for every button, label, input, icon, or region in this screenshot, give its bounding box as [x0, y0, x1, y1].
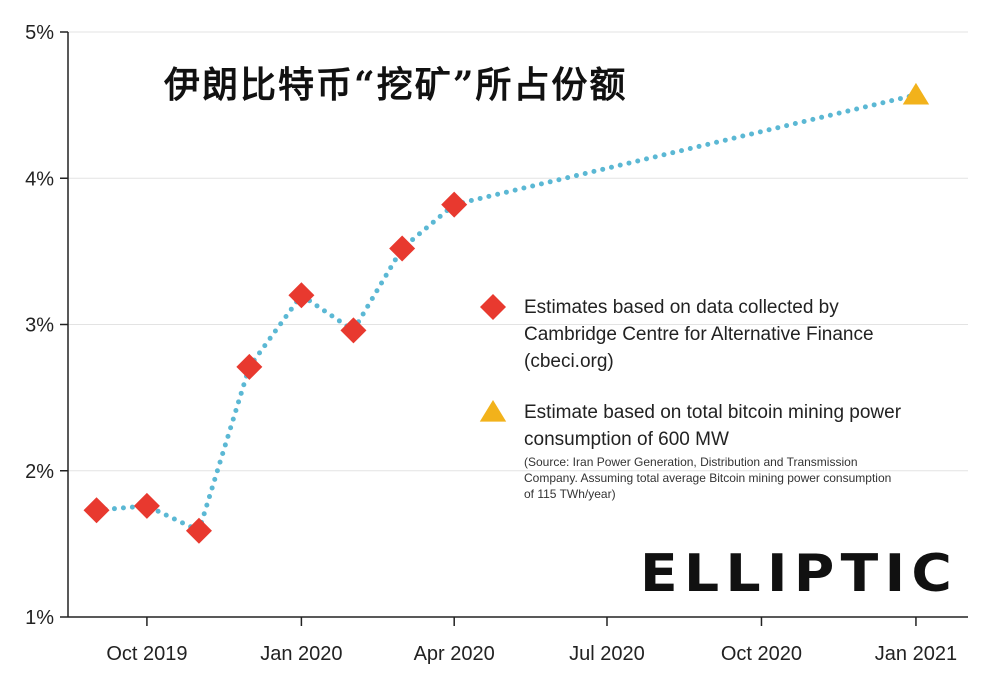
elliptic-logo: ELLIPTIC [640, 544, 959, 604]
x-tick-label: Jan 2020 [260, 643, 342, 665]
x-tick-label: Oct 2020 [721, 643, 802, 665]
x-tick-label: Jan 2021 [875, 643, 957, 665]
legend-note: of 115 TWh/year) [524, 487, 616, 501]
data-point-diamond [340, 317, 367, 344]
legend-text: Estimates based on data collected by [524, 297, 839, 318]
legend-note: (Source: Iran Power Generation, Distribu… [524, 455, 858, 469]
legend-text: Estimate based on total bitcoin mining p… [524, 402, 902, 423]
legend-text: consumption of 600 MW [524, 429, 729, 450]
legend-marker-diamond [480, 294, 506, 320]
data-point-diamond [133, 492, 160, 519]
x-tick-label: Jul 2020 [569, 643, 645, 665]
legend-note: Company. Assuming total average Bitcoin … [524, 471, 891, 485]
data-point-diamond [236, 353, 263, 380]
x-tick-label: Apr 2020 [414, 643, 495, 665]
y-tick-labels: 1% 2% 3% 4% 5% [25, 22, 68, 629]
data-point-diamond [185, 517, 212, 544]
y-tick-label: 4% [25, 168, 54, 190]
legend-marker-triangle [479, 400, 507, 422]
legend: Estimates based on data collected by Camb… [479, 294, 902, 501]
y-tick-label: 2% [25, 461, 54, 483]
data-point-diamond [288, 282, 315, 309]
x-tick-labels: Oct 2019 Jan 2020 Apr 2020 Jul 2020 Oct 2020… [106, 617, 957, 665]
data-point-diamond [83, 497, 110, 524]
data-markers [83, 82, 930, 544]
data-point-triangle [902, 82, 930, 105]
gridlines [68, 31, 968, 472]
y-tick-label: 1% [25, 607, 54, 629]
legend-text: Cambridge Centre for Alternative Finance [524, 324, 874, 345]
legend-text: (cbeci.org) [524, 351, 614, 372]
y-tick-label: 5% [25, 22, 54, 44]
x-tick-label: Oct 2019 [106, 643, 187, 665]
data-point-diamond [441, 191, 468, 218]
chart-title: 伊朗比特币“挖矿”所占份额 [164, 64, 628, 106]
data-point-diamond [389, 235, 416, 262]
y-tick-label: 3% [25, 315, 54, 337]
